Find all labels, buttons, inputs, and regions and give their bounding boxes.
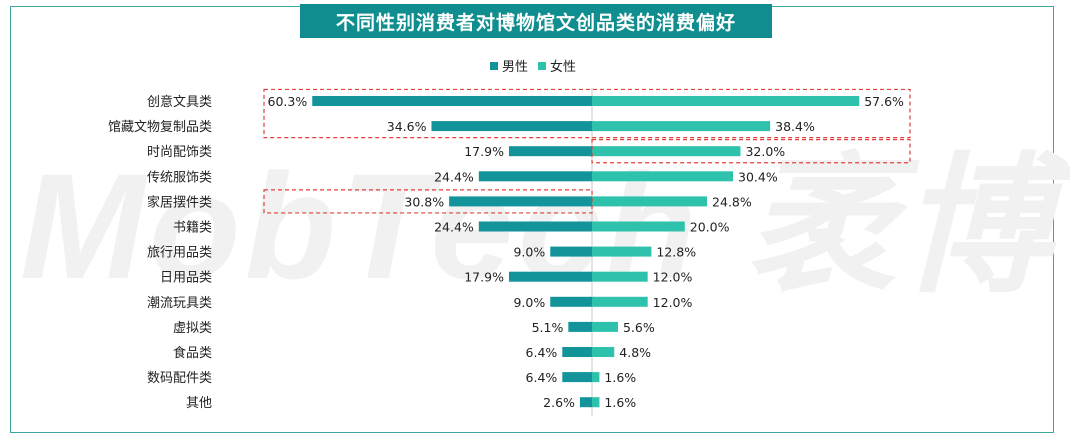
male-value-label: 24.4% bbox=[434, 169, 474, 184]
female-value-label: 1.6% bbox=[604, 395, 636, 410]
male-value-label: 17.9% bbox=[464, 270, 504, 285]
category-label: 潮流玩具类 bbox=[147, 296, 212, 311]
female-value-label: 20.0% bbox=[690, 220, 730, 235]
category-label: 虚拟类 bbox=[173, 321, 212, 336]
female-value-label: 32.0% bbox=[745, 144, 785, 159]
male-value-label: 5.1% bbox=[532, 320, 564, 335]
male-bar bbox=[509, 146, 592, 156]
category-label: 传统服饰类 bbox=[147, 170, 212, 185]
male-value-label: 60.3% bbox=[268, 94, 308, 109]
female-value-label: 5.6% bbox=[623, 320, 655, 335]
category-label: 旅行用品类 bbox=[147, 246, 212, 261]
female-bar bbox=[592, 322, 618, 332]
male-bar bbox=[479, 222, 592, 232]
male-bar bbox=[568, 322, 592, 332]
male-bar bbox=[449, 196, 592, 206]
category-label: 家居摆件类 bbox=[147, 194, 212, 210]
male-value-label: 9.0% bbox=[513, 245, 545, 260]
female-value-label: 30.4% bbox=[738, 169, 778, 184]
male-value-label: 6.4% bbox=[526, 370, 558, 385]
female-value-label: 4.8% bbox=[619, 345, 651, 360]
female-bar bbox=[592, 372, 599, 382]
male-bar bbox=[312, 96, 592, 106]
category-label: 日用品类 bbox=[160, 271, 212, 286]
category-label: 时尚配饰类 bbox=[147, 145, 212, 160]
female-bar bbox=[592, 96, 859, 106]
female-bar bbox=[592, 297, 648, 307]
male-bar bbox=[550, 297, 592, 307]
female-value-label: 24.8% bbox=[712, 194, 752, 209]
male-value-label: 34.6% bbox=[387, 119, 427, 134]
female-value-label: 1.6% bbox=[604, 370, 636, 385]
female-bar bbox=[592, 397, 599, 407]
male-value-label: 9.0% bbox=[513, 295, 545, 310]
female-value-label: 12.0% bbox=[653, 295, 693, 310]
male-bar bbox=[479, 171, 592, 181]
category-label: 书籍类 bbox=[173, 220, 212, 236]
female-value-label: 12.8% bbox=[656, 245, 696, 260]
male-value-label: 24.4% bbox=[434, 220, 474, 235]
male-bar bbox=[562, 372, 592, 382]
female-value-label: 57.6% bbox=[864, 94, 904, 109]
male-value-label: 6.4% bbox=[526, 345, 558, 360]
category-label: 创意文具类 bbox=[147, 94, 212, 110]
category-label: 食品类 bbox=[173, 345, 212, 361]
female-bar bbox=[592, 272, 648, 282]
male-bar bbox=[580, 397, 592, 407]
category-label: 其他 bbox=[186, 396, 212, 411]
female-bar bbox=[592, 222, 685, 232]
male-bar bbox=[562, 347, 592, 357]
male-bar bbox=[550, 247, 592, 257]
male-value-label: 17.9% bbox=[464, 144, 504, 159]
male-bar bbox=[431, 121, 592, 131]
category-label: 数码配件类 bbox=[147, 371, 212, 386]
female-bar bbox=[592, 171, 733, 181]
female-value-label: 38.4% bbox=[775, 119, 815, 134]
female-bar bbox=[592, 347, 614, 357]
female-value-label: 12.0% bbox=[653, 270, 693, 285]
male-bar bbox=[509, 272, 592, 282]
female-bar bbox=[592, 247, 651, 257]
male-value-label: 2.6% bbox=[543, 395, 575, 410]
female-bar bbox=[592, 146, 740, 156]
category-label: 馆藏文物复制品类 bbox=[108, 120, 212, 135]
female-bar bbox=[592, 121, 770, 131]
female-bar bbox=[592, 196, 707, 206]
male-value-label: 30.8% bbox=[404, 194, 444, 209]
